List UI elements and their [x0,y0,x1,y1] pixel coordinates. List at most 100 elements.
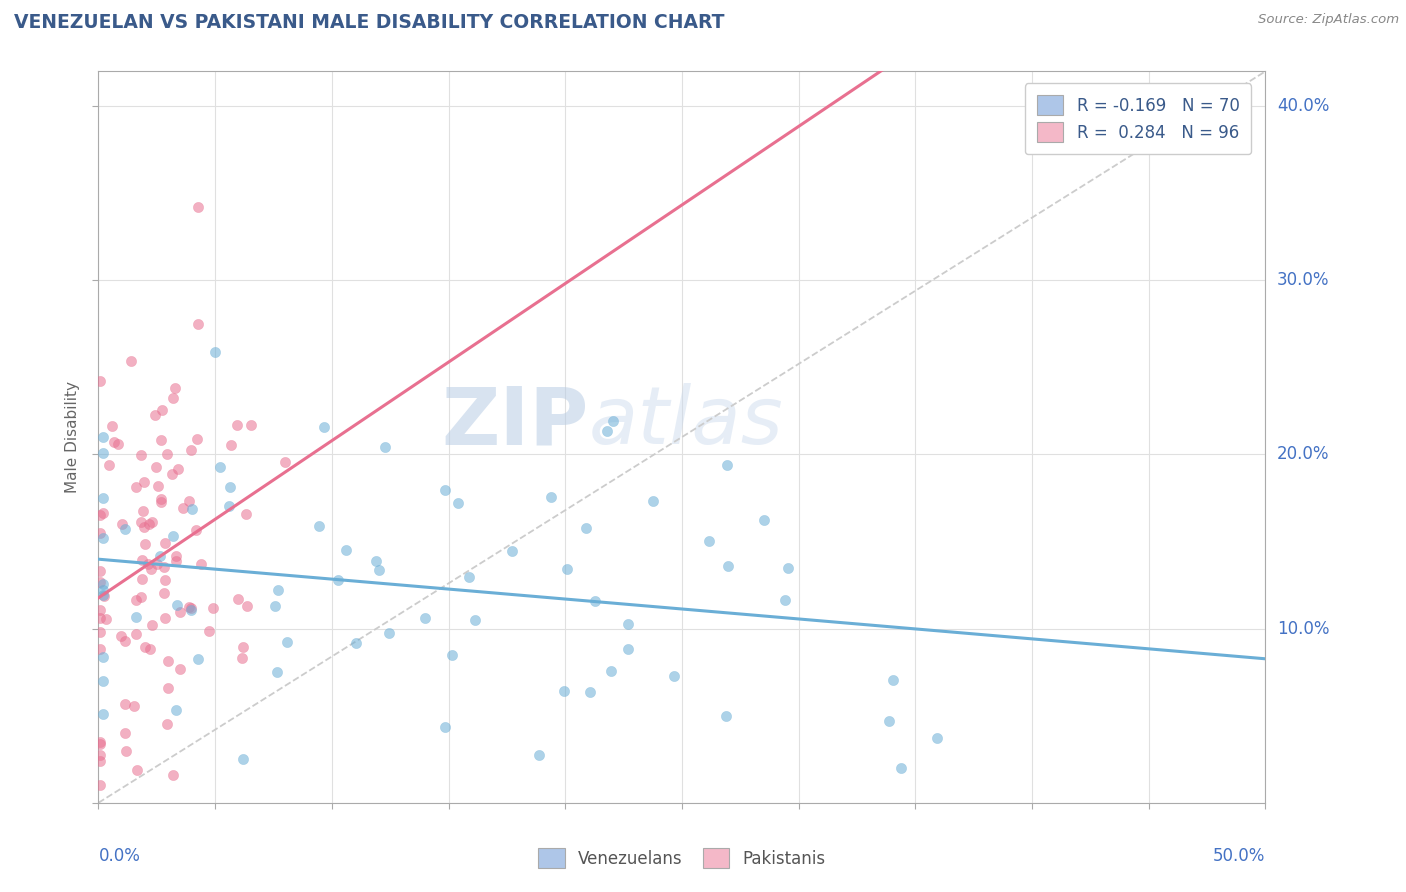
Point [925,731,948,745]
Point [218,480,240,494]
Point [177,599,200,614]
Point [162,768,184,782]
Point [125,593,148,607]
Point [89,754,111,768]
Point [89,564,111,578]
Point [138,517,160,532]
Point [167,462,190,476]
Y-axis label: Male Disability: Male Disability [65,381,80,493]
Point [89,526,111,541]
Point [91,577,114,591]
Point [114,744,136,758]
Text: 20.0%: 20.0% [1277,445,1330,464]
Point [131,552,153,566]
Point [575,521,598,535]
Point [172,501,194,516]
Text: 50.0%: 50.0% [1213,847,1265,864]
Text: VENEZUELAN VS PAKISTANI MALE DISABILITY CORRELATION CHART: VENEZUELAN VS PAKISTANI MALE DISABILITY … [14,13,724,32]
Point [89,624,111,639]
Point [232,752,254,766]
Point [150,495,173,509]
Point [716,458,738,472]
Point [374,441,396,455]
Point [97,458,120,472]
Point [165,703,187,717]
Point [122,699,145,714]
Point [457,570,479,584]
Point [274,455,297,469]
Point [555,562,578,576]
Point [89,610,111,624]
Point [641,494,664,508]
Point [752,513,775,527]
Point [156,717,179,731]
Text: 10.0%: 10.0% [1277,620,1330,638]
Point [162,392,184,406]
Point [93,507,115,521]
Point [266,665,288,679]
Point [124,480,146,494]
Point [276,635,298,649]
Text: atlas: atlas [589,384,783,461]
Point [187,200,209,214]
Point [155,447,177,461]
Point [114,522,136,536]
Point [169,605,191,619]
Point [134,520,156,534]
Point [527,747,550,762]
Point [596,425,619,439]
Legend: Venezuelans, Pakistanis: Venezuelans, Pakistanis [531,841,832,875]
Point [91,531,114,545]
Point [89,574,111,589]
Point [153,535,176,549]
Point [131,572,153,586]
Point [141,515,163,529]
Point [236,599,259,614]
Point [180,443,202,458]
Point [93,590,115,604]
Point [103,434,125,449]
Text: ZIP: ZIP [441,384,589,461]
Point [141,562,163,576]
Point [662,668,685,682]
Point [464,613,486,627]
Point [617,642,640,657]
Point [125,627,148,641]
Point [96,612,118,626]
Point [775,593,797,607]
Point [267,582,290,597]
Point [89,508,111,522]
Point [89,641,111,656]
Point [433,483,456,497]
Point [364,554,387,568]
Point [201,601,224,615]
Point [180,603,202,617]
Point [157,681,180,695]
Point [91,674,114,689]
Point [134,640,156,654]
Point [149,549,172,563]
Point [91,706,114,721]
Text: 0.0%: 0.0% [98,847,141,864]
Point [232,640,254,654]
Point [114,697,136,711]
Point [180,601,202,615]
Text: 30.0%: 30.0% [1277,271,1330,289]
Point [160,467,183,481]
Point [107,437,129,451]
Point [179,493,201,508]
Point [226,418,249,433]
Point [138,557,160,571]
Point [89,602,111,616]
Point [153,574,176,588]
Point [433,720,456,734]
Text: 40.0%: 40.0% [1277,97,1330,115]
Point [184,523,207,537]
Point [540,490,562,504]
Point [314,419,336,434]
Point [198,624,221,638]
Point [583,594,606,608]
Point [187,317,209,331]
Point [219,438,242,452]
Point [120,354,142,368]
